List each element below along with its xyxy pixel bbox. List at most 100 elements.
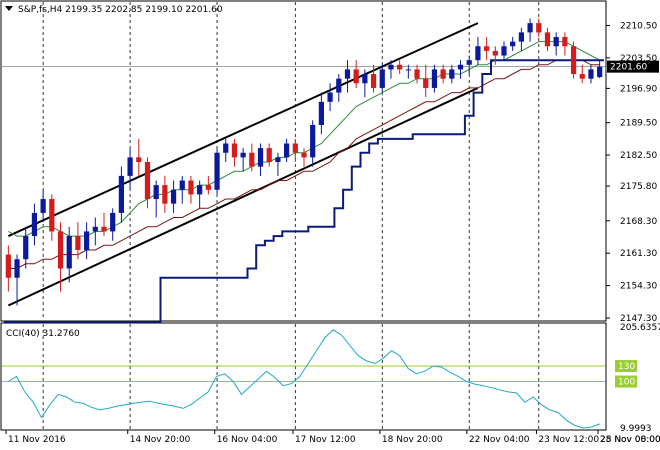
price-tick-label: 2175.80 xyxy=(620,182,657,192)
candle xyxy=(397,60,403,75)
candle xyxy=(266,143,272,167)
dropdown-arrow-icon[interactable] xyxy=(5,6,13,11)
candle xyxy=(492,46,498,65)
candle-body xyxy=(449,69,455,79)
time-tick-label: 14 Nov 20:00 xyxy=(130,435,191,445)
candle xyxy=(214,148,220,195)
candle xyxy=(57,222,64,292)
channel-line xyxy=(7,87,479,307)
chart-header: S&P,fs,H4 2199.35 2202.85 2199.10 2201.6… xyxy=(18,5,223,15)
candles xyxy=(5,18,603,306)
cci-level-badge xyxy=(615,360,637,373)
time-tick-label: 17 Nov 12:00 xyxy=(295,435,356,445)
candle xyxy=(405,64,411,79)
candle xyxy=(466,55,472,75)
candle-body xyxy=(205,185,211,190)
candle-body xyxy=(379,69,385,88)
candle xyxy=(292,138,298,162)
candle-body xyxy=(49,199,55,232)
candle xyxy=(562,32,568,56)
time-tick-label: 25 Nov 00:00 xyxy=(600,435,660,445)
channel-line xyxy=(7,22,479,237)
candle xyxy=(457,60,464,79)
candle-body xyxy=(484,46,490,51)
candle-body xyxy=(327,92,333,102)
candle xyxy=(284,138,290,162)
candle-body xyxy=(84,231,90,250)
candle-body xyxy=(570,46,577,75)
stop-line-path xyxy=(4,59,604,323)
current-price-label: 2201.60 xyxy=(610,63,647,73)
candle-body xyxy=(310,124,316,158)
cci-level-badge xyxy=(615,375,637,388)
candle xyxy=(101,212,107,237)
price-tick-label: 2203.50 xyxy=(620,54,657,64)
price-tick-label: 2154.30 xyxy=(620,282,657,292)
candle-body xyxy=(266,148,272,162)
candle xyxy=(188,175,194,204)
candle-body xyxy=(31,212,38,237)
price-tick-label: 2182.50 xyxy=(620,151,657,161)
candle xyxy=(536,18,542,38)
candle-body xyxy=(518,32,524,42)
candle-body xyxy=(536,23,542,33)
candle-body xyxy=(223,143,229,153)
candle xyxy=(327,83,333,112)
candle-body xyxy=(144,162,151,200)
candle-body xyxy=(292,143,298,153)
candle-body xyxy=(197,185,203,195)
candle xyxy=(449,64,455,84)
indicator-tick-label: 9.9993 xyxy=(620,424,652,434)
candle xyxy=(179,175,185,204)
candle xyxy=(49,194,55,241)
indicator-axis: 205.6357 9.9993 xyxy=(620,323,660,434)
cci-level-label: 130 xyxy=(618,362,635,372)
candle xyxy=(275,152,281,176)
candle-body xyxy=(318,101,324,125)
candle-body xyxy=(344,69,351,79)
candle xyxy=(136,138,142,176)
candle xyxy=(484,37,490,61)
current-price-badge xyxy=(607,60,659,73)
candle xyxy=(127,148,133,190)
candle xyxy=(66,226,72,283)
price-axis: 2210.50 2203.50 2196.90 2189.50 2182.50 2175.… xyxy=(606,21,657,324)
candle xyxy=(440,64,446,84)
candle-body xyxy=(66,236,72,269)
candle xyxy=(23,226,29,269)
candle xyxy=(144,157,151,209)
candle-body xyxy=(301,152,307,158)
candle-body xyxy=(457,64,464,70)
candle-body xyxy=(466,60,472,65)
candle-body xyxy=(5,254,11,278)
time-axis: 11 Nov 2016 14 Nov 20:00 16 Nov 04:00 17 No… xyxy=(5,430,660,445)
candle-body xyxy=(257,148,264,167)
price-tick-label: 2189.50 xyxy=(620,119,657,129)
price-tick-label: 2210.50 xyxy=(620,21,657,31)
candle-body xyxy=(275,157,281,162)
candle-body xyxy=(501,46,507,56)
candle xyxy=(231,138,238,167)
candle xyxy=(553,32,559,56)
candle xyxy=(527,18,533,42)
candle-body xyxy=(57,231,64,269)
time-tick-label: 22 Nov 04:00 xyxy=(469,435,530,445)
candle xyxy=(475,37,481,65)
candle-body xyxy=(127,157,133,176)
candle xyxy=(379,64,385,93)
candle-body xyxy=(370,74,377,88)
cci-series xyxy=(7,329,600,429)
candle-body xyxy=(170,189,177,204)
candle-body xyxy=(231,143,238,158)
candle xyxy=(597,60,603,79)
candle xyxy=(414,64,420,84)
candle xyxy=(75,222,81,260)
price-tick-label: 2196.90 xyxy=(620,84,657,94)
cci-line: 130 100 xyxy=(2,329,637,429)
price-tick-label: 2161.30 xyxy=(620,249,657,259)
candle-body xyxy=(153,185,159,200)
candle-body xyxy=(75,236,81,250)
indicator-panel-frame xyxy=(0,322,607,431)
cci-level-label: 100 xyxy=(618,378,635,388)
candle xyxy=(362,69,368,98)
